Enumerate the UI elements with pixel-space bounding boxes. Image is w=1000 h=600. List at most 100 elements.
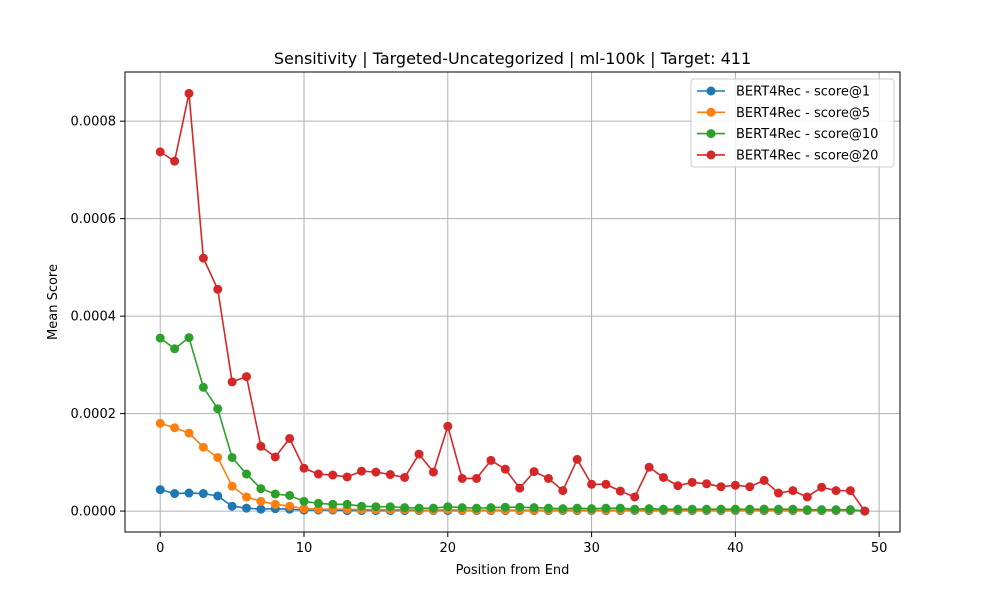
data-point [644,504,654,514]
plot-frame [124,71,901,533]
data-point [543,473,553,483]
data-point [371,467,381,477]
data-point [328,470,338,480]
legend-label: BERT4Rec - score@1 [736,85,870,100]
data-point [371,502,381,512]
data-point [472,503,482,513]
legend-marker [706,129,716,139]
data-point [658,472,668,482]
data-point [615,503,625,513]
data-point [170,156,180,166]
data-point [745,482,755,492]
x-tick-label: 10 [296,541,313,556]
data-point [457,503,467,513]
x-axis: 0 10 20 30 40 50 [156,532,887,556]
legend-box [690,78,895,168]
data-point [270,489,280,499]
data-point [198,442,208,452]
data-point [242,372,251,382]
data-point [572,503,582,513]
data-point [443,421,453,431]
y-tick-label: 0.0004 [71,310,117,325]
data-point [213,452,223,462]
data-point [328,499,338,509]
data-point [198,253,208,263]
data-point [615,486,625,496]
x-tick-label: 0 [156,541,164,556]
data-point [155,418,165,428]
data-point [285,490,295,500]
legend-label: BERT4Rec - score@20 [736,148,878,163]
y-tick-label: 0.0008 [71,115,117,130]
data-point [457,473,467,483]
data-point [774,504,783,514]
data-point [400,472,410,482]
data-point [630,492,640,502]
data-point [673,481,683,491]
data-point [443,502,453,512]
data-point [428,503,438,513]
data-point [774,488,783,498]
data-point [428,467,438,477]
data-point [256,441,266,451]
data-point [256,504,266,514]
data-point [845,486,855,496]
data-point [213,491,223,501]
legend-item: BERT4Rec - score@20 [697,148,878,163]
y-tick-label: 0.0006 [71,212,117,227]
data-point [213,404,223,414]
data-point [342,499,352,509]
data-point [486,455,496,465]
data-point [716,482,726,492]
x-tick-label: 40 [727,541,744,556]
data-point [515,502,525,512]
data-point [831,486,841,496]
data-point [184,488,194,498]
data-point [357,466,367,476]
data-point [313,498,323,508]
data-point [486,503,496,513]
data-point [500,464,510,474]
data-point [184,428,194,438]
data-point [256,496,266,506]
data-point [198,382,208,392]
x-tick-label: 20 [440,541,457,556]
data-point [630,504,640,514]
data-point [270,499,280,509]
data-point [831,505,841,515]
data-point [730,480,740,490]
data-point [529,467,539,477]
data-point [860,506,870,516]
data-point [385,470,395,480]
data-point [198,489,208,499]
data-point [558,486,568,496]
data-point [227,481,237,491]
data-point [256,484,266,494]
data-point [285,501,295,511]
data-point [270,452,280,462]
data-point [227,377,237,387]
data-point [385,502,395,512]
y-axis-title: Mean Score [46,264,61,340]
legend-item: BERT4Rec - score@10 [697,127,878,142]
data-point [170,423,180,433]
data-point [673,504,683,514]
data-point [529,503,539,513]
data-point [558,504,568,514]
data-point [155,333,165,343]
data-point [184,333,194,343]
data-point [500,502,510,512]
data-point [357,501,367,511]
data-point [342,472,352,482]
data-point [644,462,654,472]
data-point [242,503,251,513]
x-tick-label: 50 [871,541,888,556]
data-point [155,485,165,495]
x-axis-title: Position from End [456,563,570,578]
legend-label: BERT4Rec - score@5 [736,106,870,121]
data-point [716,504,726,514]
data-point [802,505,812,515]
data-point [170,344,180,354]
data-point [587,504,597,514]
